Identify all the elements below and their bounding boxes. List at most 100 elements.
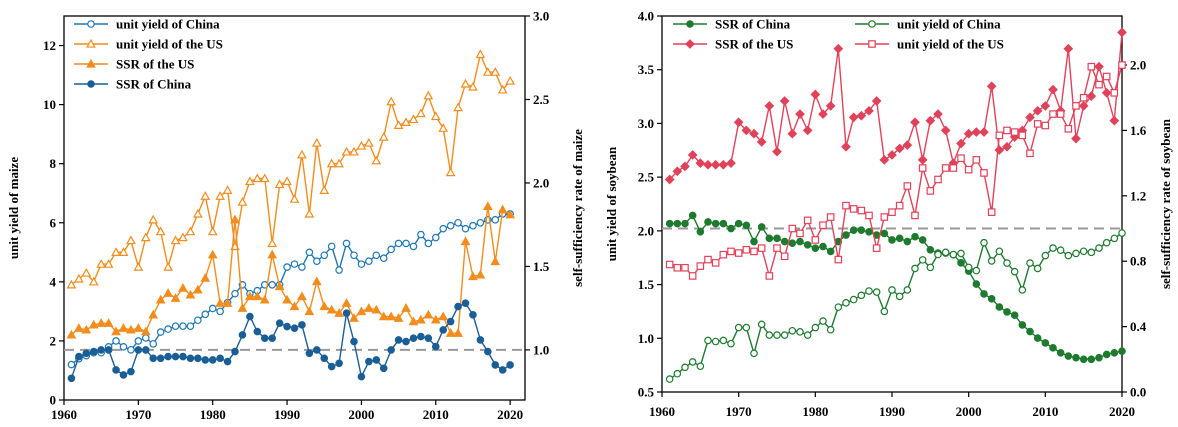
data-point (688, 211, 697, 220)
data-point (118, 323, 129, 332)
data-point (155, 226, 166, 236)
data-point (773, 234, 781, 243)
y2-axis-label: self-sufficiency rate of soybean (1158, 118, 1173, 289)
data-point (733, 117, 744, 128)
data-point (1110, 348, 1119, 357)
data-point (934, 175, 942, 184)
data-point (1049, 344, 1057, 352)
data-point (773, 331, 781, 339)
data-point (319, 185, 330, 194)
data-point (305, 248, 314, 257)
data-point (903, 286, 912, 294)
data-point (424, 239, 433, 248)
x-tick-label: 1970 (726, 404, 752, 419)
data-point (417, 230, 425, 239)
data-point (454, 218, 462, 227)
data-point (895, 292, 904, 301)
data-point (673, 263, 682, 272)
data-point (688, 358, 697, 366)
data-point (986, 81, 997, 92)
data-point (1118, 61, 1126, 69)
data-point (230, 214, 240, 224)
data-point (289, 194, 300, 203)
data-point (267, 238, 278, 248)
legend-label: SSR of the US (715, 37, 793, 52)
data-point (148, 309, 159, 319)
data-point (304, 208, 315, 218)
data-point (1071, 133, 1081, 144)
series-ssr-of-the-us (664, 27, 1127, 185)
data-point (849, 295, 858, 304)
data-point (1064, 352, 1073, 360)
data-point (987, 295, 996, 303)
data-point (245, 291, 255, 301)
data-point (222, 185, 233, 194)
data-point (1018, 286, 1027, 294)
data-point (956, 138, 966, 149)
data-point (849, 205, 858, 213)
data-point (379, 254, 388, 263)
data-point (327, 362, 336, 371)
data-point (704, 336, 712, 345)
soybean-chart: 1960 1970 1980 1990 2000 2010 2020 0.5 1.0 1.5 2.0… (604, 9, 1173, 420)
data-point (237, 303, 248, 312)
data-point (313, 346, 321, 354)
data-point (386, 311, 397, 321)
data-point (460, 78, 471, 88)
data-point (1078, 101, 1089, 111)
data-point (818, 109, 828, 119)
data-point (67, 374, 76, 383)
data-point (476, 336, 485, 344)
data-point (825, 101, 836, 111)
x-tick-label: 2020 (1109, 404, 1135, 419)
data-point (320, 354, 329, 363)
data-point (438, 123, 449, 132)
data-point (238, 331, 247, 339)
data-point (223, 357, 232, 366)
data-point (274, 281, 285, 291)
data-point (811, 244, 820, 252)
data-point (484, 347, 492, 356)
data-point (82, 349, 91, 358)
x-tick-label: 2000 (956, 404, 982, 419)
data-point (378, 311, 389, 321)
data-point (67, 360, 76, 369)
data-point (245, 176, 255, 186)
data-point (372, 251, 381, 260)
data-point (856, 110, 867, 121)
data-point (88, 276, 99, 286)
data-point (880, 213, 889, 221)
data-point (1064, 251, 1073, 260)
data-point (231, 347, 239, 356)
data-point (163, 262, 173, 271)
x-tick-label: 1970 (125, 407, 151, 422)
data-point (126, 324, 136, 334)
data-point (430, 314, 441, 324)
data-point (454, 302, 462, 311)
data-point (394, 336, 403, 344)
data-point (1079, 93, 1088, 102)
data-point (423, 90, 434, 100)
data-point (857, 206, 866, 215)
data-point (980, 169, 988, 177)
data-point (417, 332, 425, 341)
y-tick-label: 10 (43, 97, 56, 112)
legend-marker (686, 20, 694, 28)
data-point (880, 229, 889, 238)
data-point (134, 346, 143, 354)
data-point (1056, 348, 1065, 357)
data-point (726, 158, 736, 168)
data-point (164, 325, 172, 333)
data-point (469, 221, 477, 230)
data-point (1109, 115, 1120, 126)
data-point (672, 166, 683, 177)
data-point (834, 255, 843, 264)
data-point (1110, 234, 1119, 243)
data-point (342, 309, 351, 317)
data-point (895, 234, 904, 243)
data-point (341, 298, 352, 307)
data-point (275, 319, 284, 328)
data-point (439, 224, 448, 233)
data-point (810, 89, 821, 100)
data-point (431, 233, 440, 242)
